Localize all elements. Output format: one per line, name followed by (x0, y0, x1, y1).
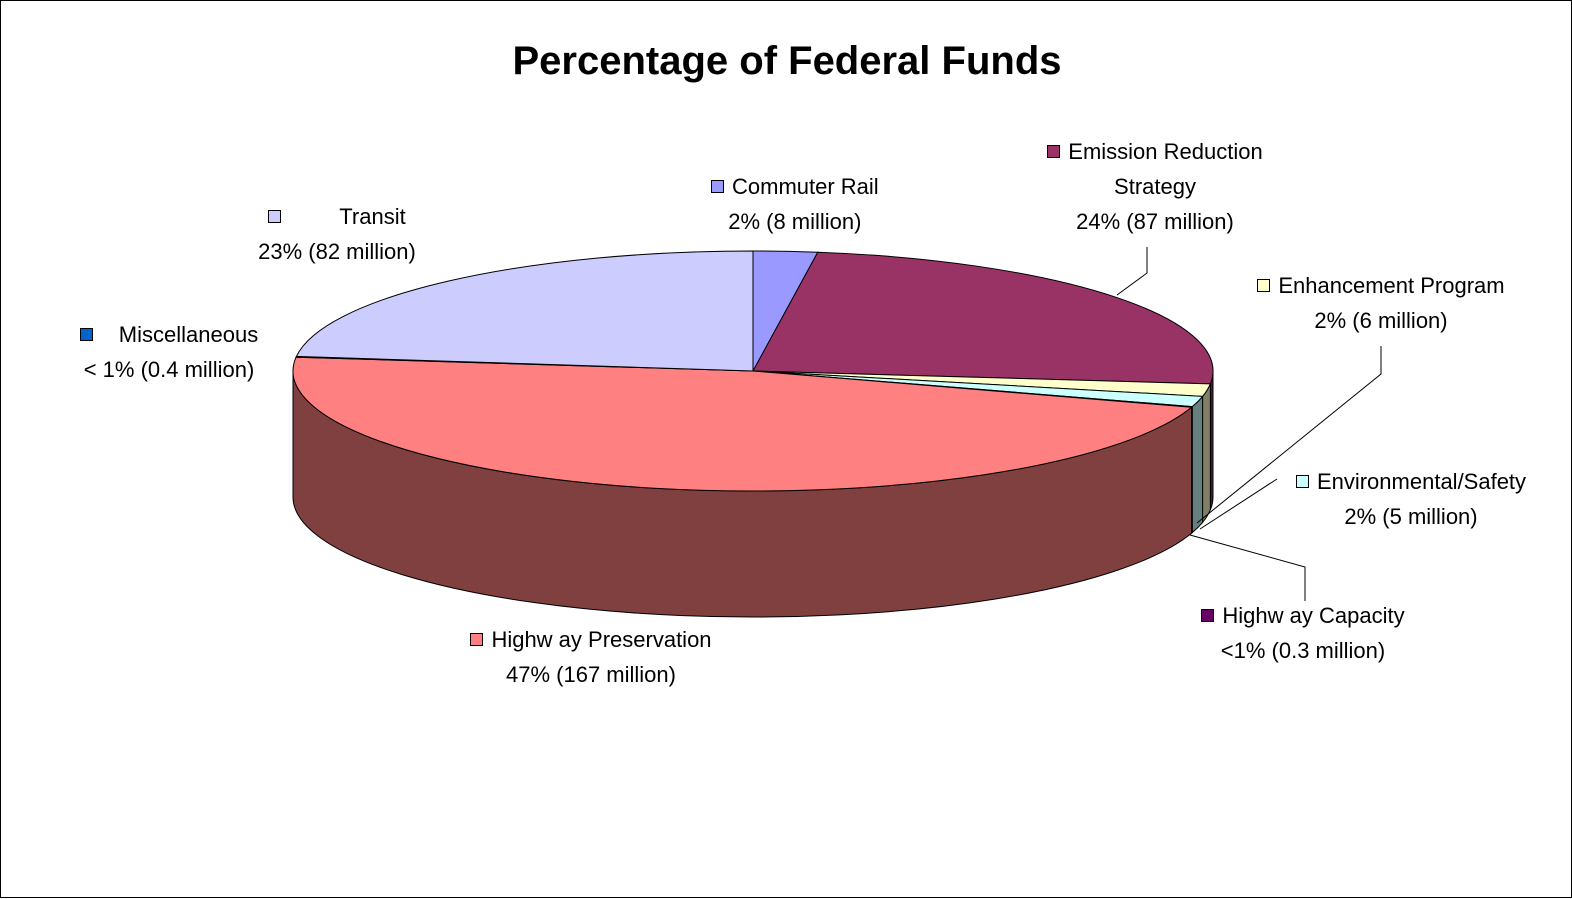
label-environmental-safety-value: 2% (5 million) (1344, 504, 1478, 529)
label-highway-capacity-name: Highw ay Capacity (1222, 603, 1405, 628)
label-commuter-rail-name: Commuter Rail (732, 174, 879, 199)
swatch-environmental-safety (1295, 475, 1309, 488)
swatch-miscellaneous (79, 328, 93, 341)
leader-line-highway-capacity (1189, 534, 1306, 601)
label-emission-reduction: Emission Reduction Strategy 24% (87 mill… (1025, 134, 1285, 239)
label-highway-capacity-value: <1% (0.3 million) (1220, 638, 1386, 663)
label-highway-capacity: Highw ay Capacity <1% (0.3 million) (1187, 598, 1419, 668)
leader-line-enhancement-program (1196, 346, 1382, 524)
label-highway-preservation: Highw ay Preservation 47% (167 million) (441, 622, 741, 692)
label-transit-value: 23% (82 million) (258, 239, 416, 264)
label-miscellaneous: Miscellaneous < 1% (0.4 million) (59, 317, 279, 387)
label-emission-reduction-value: 24% (87 million) (1076, 209, 1234, 234)
label-emission-reduction-name-1: Emission Reduction (1068, 139, 1263, 164)
label-commuter-rail: Commuter Rail 2% (8 million) (711, 169, 879, 239)
label-transit-name: Transit (339, 204, 406, 229)
leader-line-environmental-safety (1199, 478, 1278, 530)
label-enhancement-program-name: Enhancement Program (1278, 273, 1505, 298)
label-environmental-safety-name: Environmental/Safety (1316, 469, 1527, 494)
leader-line-emission-reduction (1116, 247, 1148, 296)
pie-side-environmental-safety (1191, 395, 1204, 534)
chart-title: Percentage of Federal Funds (512, 39, 1062, 83)
label-miscellaneous-name: Miscellaneous (118, 322, 259, 347)
pie-slice-emission-reduction-strategy (752, 251, 1214, 385)
label-miscellaneous-value: < 1% (0.4 million) (83, 357, 255, 382)
swatch-highway-capacity (1201, 609, 1215, 622)
label-transit: Transit 23% (82 million) (227, 199, 447, 269)
pie-slice-highway-preservation (292, 356, 1193, 492)
pie-side-enhancement-program (1202, 383, 1211, 524)
swatch-transit (268, 210, 282, 223)
label-highway-preservation-value: 47% (167 million) (506, 662, 676, 687)
label-enhancement-program: Enhancement Program 2% (6 million) (1241, 268, 1521, 338)
label-environmental-safety: Environmental/Safety 2% (5 million) (1281, 464, 1541, 534)
swatch-highway-preservation (470, 633, 484, 646)
label-highway-preservation-name: Highw ay Preservation (491, 627, 712, 652)
swatch-emission-reduction (1047, 145, 1061, 158)
label-commuter-rail-value: 2% (8 million) (728, 209, 862, 234)
swatch-enhancement-program (1257, 279, 1271, 292)
label-emission-reduction-name-2: Strategy (1114, 174, 1196, 199)
swatch-commuter-rail (711, 180, 724, 193)
label-enhancement-program-value: 2% (6 million) (1314, 308, 1448, 333)
pie-slice-transit (295, 250, 754, 372)
